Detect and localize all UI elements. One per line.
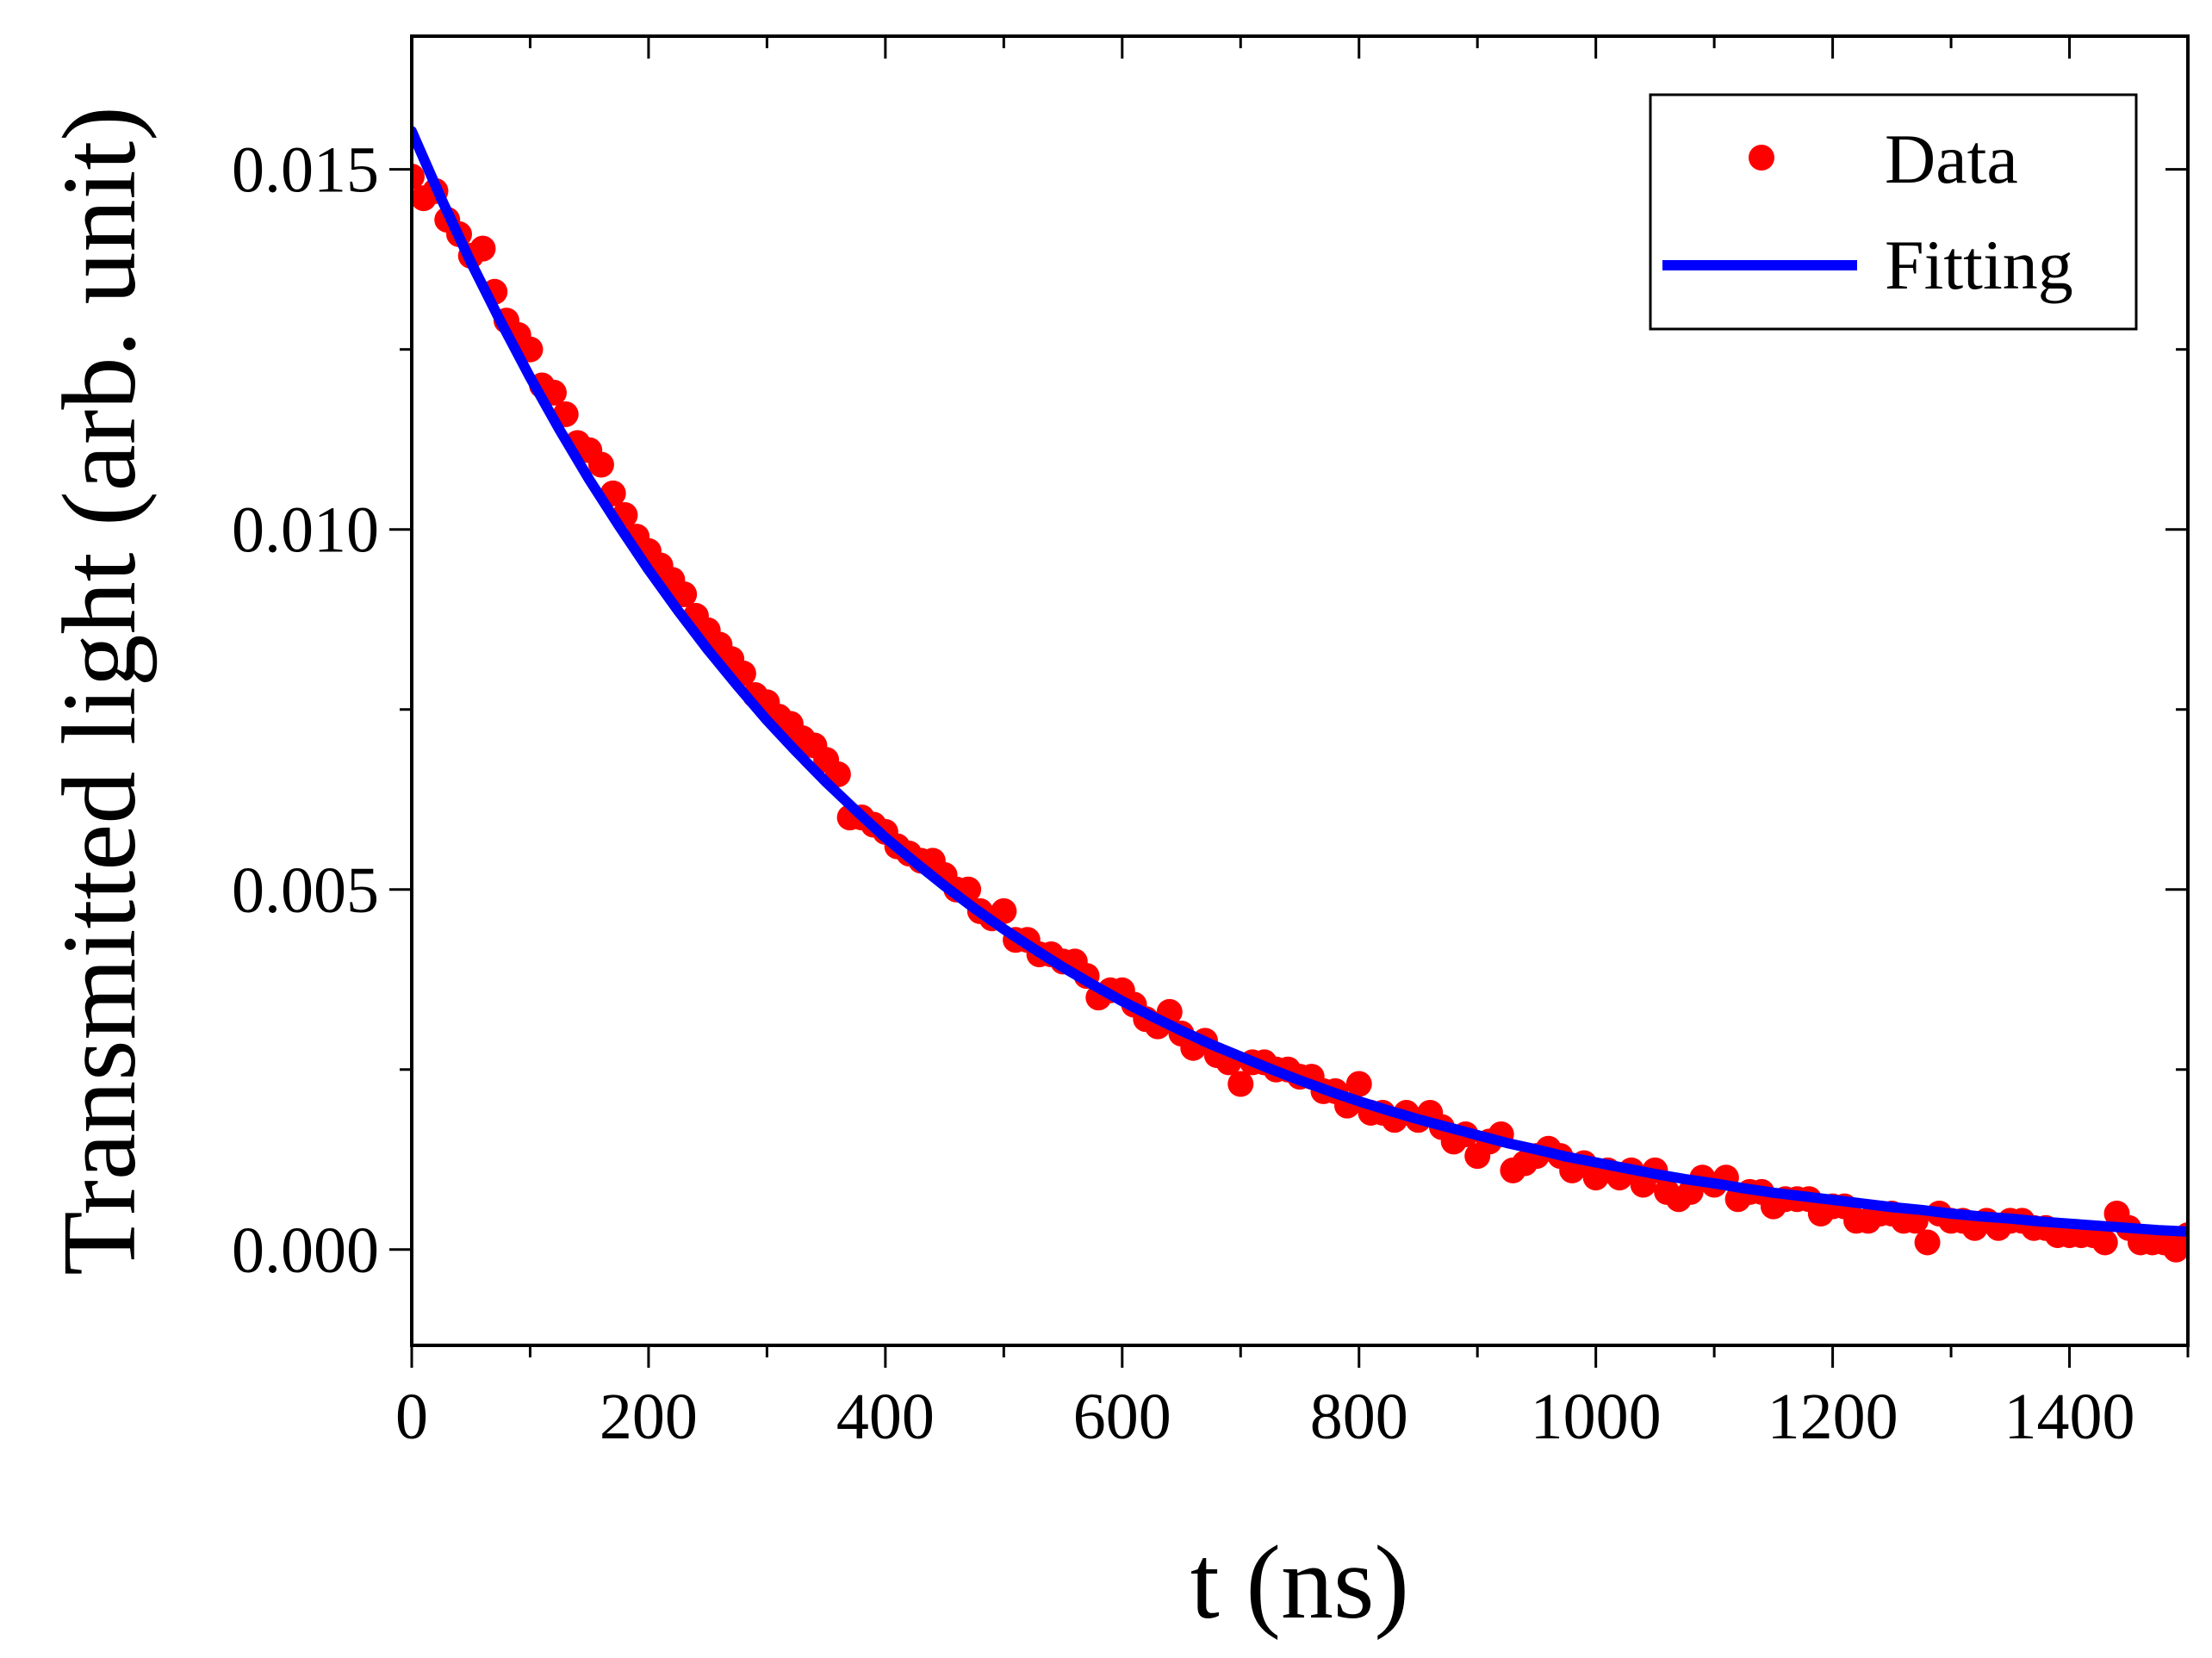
axes: 0 200 400 600 800 1000 1200 1400 0.000 0.005 0.010… <box>232 36 2190 1453</box>
data-point <box>587 451 614 478</box>
legend-data-label: Data <box>1885 120 2018 198</box>
legend: Data Fitting <box>1649 93 2138 331</box>
plot-frame <box>410 34 2190 1347</box>
x-tick-label: 1200 <box>1768 1381 1898 1453</box>
data-point <box>2091 1229 2118 1256</box>
y-tick-label: 0.010 <box>232 494 379 567</box>
x-tick-label: 1000 <box>1531 1381 1662 1453</box>
data-point <box>991 897 1017 924</box>
data-point <box>671 581 698 607</box>
data-point <box>1227 1071 1254 1097</box>
data-point <box>469 235 496 262</box>
data-point <box>412 164 425 190</box>
x-tick-label: 600 <box>1073 1381 1171 1453</box>
x-axis-title: t (ns) <box>1190 1524 1409 1641</box>
y-tick-label: 0.005 <box>232 854 379 927</box>
y-tick-label: 0.000 <box>232 1214 379 1287</box>
x-tick-label: 400 <box>836 1381 935 1453</box>
x-tick-label: 200 <box>600 1381 698 1453</box>
legend-fitting-label: Fitting <box>1885 226 2073 304</box>
data-point <box>1345 1071 1372 1097</box>
x-tick-label: 0 <box>395 1381 428 1453</box>
y-tick-label: 0.015 <box>232 134 379 207</box>
fitting-curve <box>412 126 2188 1237</box>
legend-box <box>1649 93 2138 331</box>
x-tick-label: 1400 <box>2004 1381 2135 1453</box>
data-point <box>1914 1229 1941 1256</box>
x-tick-label: 800 <box>1310 1381 1408 1453</box>
legend-data-marker <box>1749 145 1774 171</box>
data-layer <box>412 126 2188 1263</box>
y-axis-title: Transmitted light (arb. unit) <box>41 106 158 1276</box>
